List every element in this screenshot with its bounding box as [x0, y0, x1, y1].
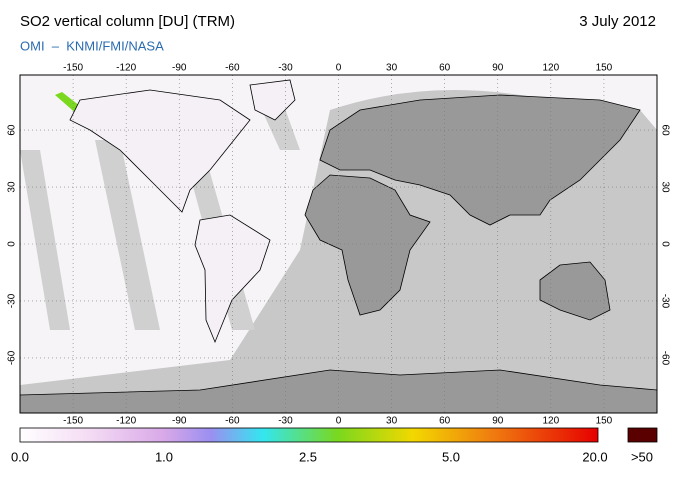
map: [20, 75, 657, 413]
lon-tick-label: -60: [225, 416, 240, 427]
lon-tick-label: 0: [336, 416, 342, 427]
lat-tick-label: -30: [659, 294, 670, 309]
labels: -150 -150 -120 -120 -90 -90 -60 -60 -30 -30 0 0 30 30…: [7, 63, 671, 465]
lat-tick-label: -60: [7, 350, 18, 365]
lon-tick-label: 60: [439, 416, 451, 427]
coastlines: [20, 79, 657, 413]
lat-tick-label: 30: [659, 181, 670, 193]
lon-tick-label: 30: [386, 63, 398, 74]
colorbar-label: 5.0: [442, 449, 460, 464]
lon-tick-label: -150: [63, 416, 83, 427]
colorbar-label: 20.0: [582, 449, 607, 464]
lon-tick-label: -150: [63, 63, 83, 74]
subtitle: OMI – KNMI/FMI/NASA: [20, 38, 164, 53]
graticule: [20, 75, 657, 413]
colorbar: [19, 427, 599, 443]
colorbar-overflow: [627, 427, 658, 443]
lon-tick-label: -30: [278, 416, 293, 427]
colorbar-label: 2.5: [299, 449, 317, 464]
lon-tick-label: -120: [116, 63, 136, 74]
lon-tick-label: 30: [386, 416, 398, 427]
colorbar-label: 1.0: [155, 449, 173, 464]
lon-tick-label: -90: [172, 416, 187, 427]
lon-tick-label: 90: [492, 63, 504, 74]
lat-tick-label: 60: [659, 125, 670, 137]
lon-tick-label: 90: [492, 416, 504, 427]
lat-tick-label: 60: [7, 124, 18, 136]
lon-tick-label: -90: [172, 63, 187, 74]
lon-tick-label: -120: [116, 416, 136, 427]
lon-tick-label: 120: [542, 416, 559, 427]
colorbar-label: >50: [631, 449, 653, 464]
lat-tick-label: 30: [7, 181, 18, 193]
date: 3 July 2012: [579, 13, 656, 30]
lat-tick-label: 0: [7, 241, 18, 247]
lon-tick-label: 150: [596, 416, 613, 427]
map-frame: [19, 74, 658, 414]
lat-tick-label: 0: [659, 241, 670, 247]
lon-tick-label: 0: [336, 63, 342, 74]
lon-tick-label: -30: [278, 63, 293, 74]
lat-tick-label: -30: [7, 293, 18, 308]
lon-tick-label: 150: [596, 63, 613, 74]
lat-tick-label: -60: [659, 351, 670, 366]
lon-tick-label: 120: [542, 63, 559, 74]
lon-tick-label: -60: [225, 63, 240, 74]
lon-tick-label: 60: [439, 63, 451, 74]
title: SO2 vertical column [DU] (TRM): [20, 13, 235, 30]
colorbar-label: 0.0: [11, 449, 29, 464]
